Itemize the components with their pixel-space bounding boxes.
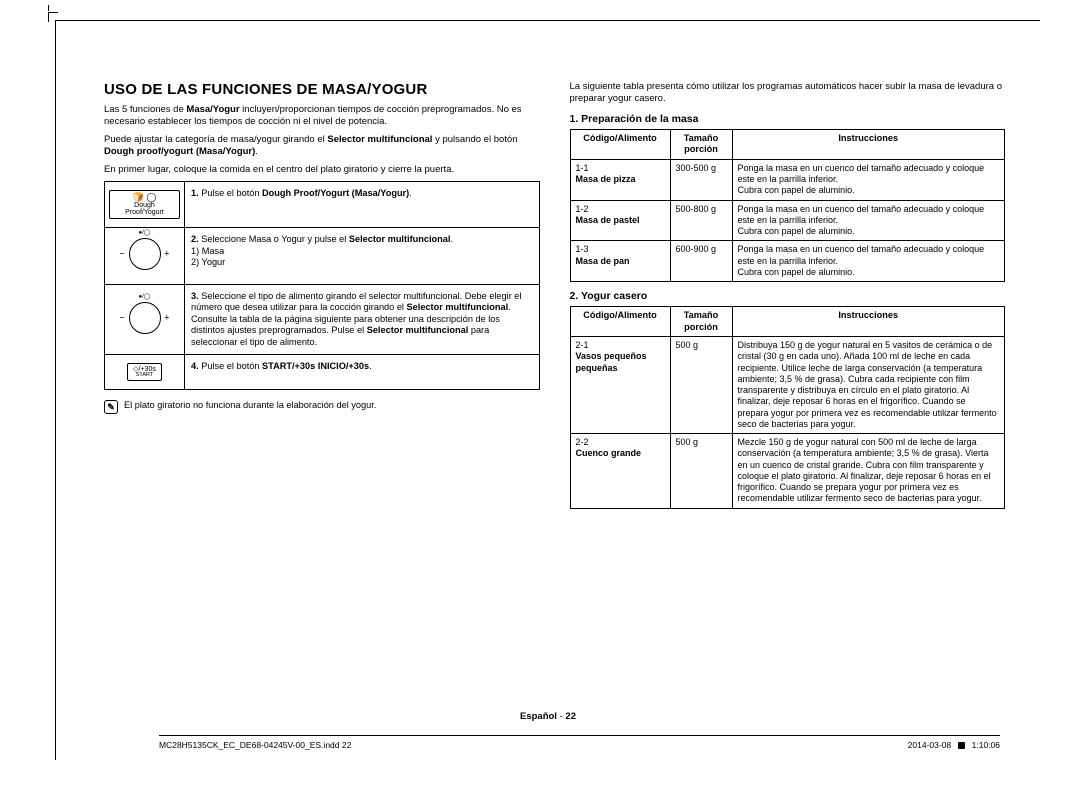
step-row-1: 🍞 ◯ Dough Proof/Yogurt 1. Pulse el botón…: [105, 182, 540, 228]
subsection-1-title: 1. Preparación de la masa: [570, 113, 1006, 125]
step-3-text: 3. Seleccione el tipo de alimento girand…: [185, 284, 540, 355]
footer-rule: [159, 735, 1000, 736]
table-row: 2-1Vasos pequeños pequeñas 500 g Distrib…: [570, 337, 1005, 434]
right-intro: La siguiente tabla presenta cómo utiliza…: [570, 81, 1006, 105]
footer-filename: MC28H5135CK_EC_DE68-04245V-00_ES.indd 22: [159, 740, 351, 750]
table-row: 1-3Masa de pan 600-900 g Ponga la masa e…: [570, 241, 1005, 282]
th-size: Tamaño porción: [670, 307, 732, 337]
dial-icon: ●/◯: [129, 302, 161, 334]
step-4-icon-cell: ◇/+30s START: [105, 355, 185, 390]
yogurt-table: Código/Alimento Tamaño porción Instrucci…: [570, 306, 1006, 509]
footer-timestamp: 2014-03-08 1:10:06: [908, 740, 1000, 750]
left-column: USO DE LAS FUNCIONES DE MASA/YOGUR Las 5…: [104, 81, 540, 509]
subsection-2-title: 2. Yogur casero: [570, 290, 1006, 302]
note-block: ✎ El plato giratorio no funciona durante…: [104, 400, 540, 414]
step-row-3: ●/◯ 3. Seleccione el tipo de alimento gi…: [105, 284, 540, 355]
step-2-text: 2. Seleccione Masa o Yogur y pulse el Se…: [185, 228, 540, 285]
square-icon: [958, 742, 965, 749]
step-row-2: ●/◯ 2. Seleccione Masa o Yogur y pulse e…: [105, 228, 540, 285]
page-frame: USO DE LAS FUNCIONES DE MASA/YOGUR Las 5…: [55, 20, 1040, 760]
dough-table: Código/Alimento Tamaño porción Instrucci…: [570, 129, 1006, 282]
right-column: La siguiente tabla presenta cómo utiliza…: [570, 81, 1006, 509]
step-2-icon-cell: ●/◯: [105, 228, 185, 285]
step-1-icon-cell: 🍞 ◯ Dough Proof/Yogurt: [105, 182, 185, 228]
intro-paragraph-2: Puede ajustar la categoría de masa/yogur…: [104, 134, 540, 158]
note-text: El plato giratorio no funciona durante l…: [124, 400, 376, 410]
table-row: 2-2Cuenco grande 500 g Mezcle 150 g de y…: [570, 434, 1005, 509]
th-instr: Instrucciones: [732, 129, 1005, 159]
th-code: Código/Alimento: [570, 129, 670, 159]
page-footer: Español - 22: [56, 711, 1040, 722]
step-row-4: ◇/+30s START 4. Pulse el botón START/+30…: [105, 355, 540, 390]
th-instr: Instrucciones: [732, 307, 1005, 337]
intro-paragraph-3: En primer lugar, coloque la comida en el…: [104, 164, 540, 176]
th-code: Código/Alimento: [570, 307, 670, 337]
dial-icon: ●/◯: [129, 238, 161, 270]
note-icon: ✎: [104, 400, 118, 414]
th-size: Tamaño porción: [670, 129, 732, 159]
steps-table: 🍞 ◯ Dough Proof/Yogurt 1. Pulse el botón…: [104, 181, 540, 390]
dough-proof-button-icon: 🍞 ◯ Dough Proof/Yogurt: [109, 190, 180, 219]
step-4-text: 4. Pulse el botón START/+30s INICIO/+30s…: [185, 355, 540, 390]
section-heading: USO DE LAS FUNCIONES DE MASA/YOGUR: [104, 81, 540, 98]
start-button-icon: ◇/+30s START: [127, 363, 162, 381]
table-row: 1-2Masa de pastel 500-800 g Ponga la mas…: [570, 200, 1005, 241]
step-3-icon-cell: ●/◯: [105, 284, 185, 355]
table-row: 1-1Masa de pizza 300-500 g Ponga la masa…: [570, 159, 1005, 200]
intro-paragraph-1: Las 5 funciones de Masa/Yogur incluyen/p…: [104, 104, 540, 128]
step-1-text: 1. Pulse el botón Dough Proof/Yogurt (Ma…: [185, 182, 540, 228]
